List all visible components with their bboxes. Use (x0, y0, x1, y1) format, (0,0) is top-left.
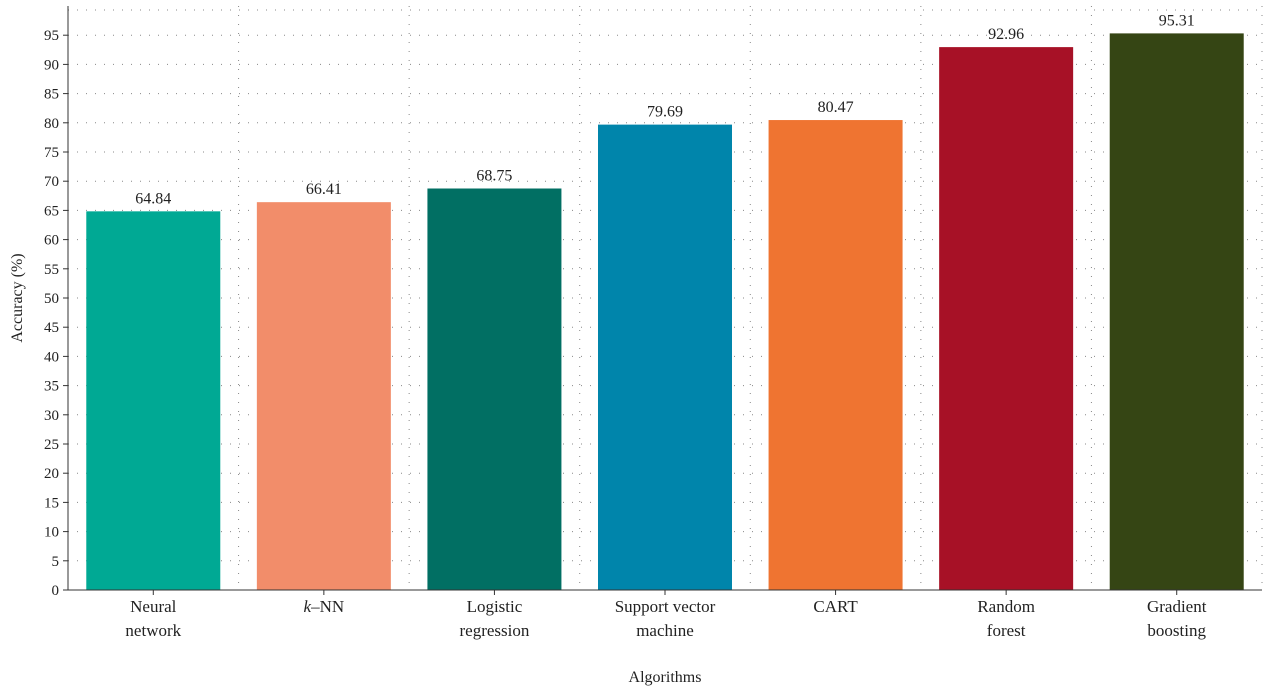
data-label: 66.41 (306, 181, 342, 198)
y-tick-label: 95 (44, 28, 59, 44)
y-tick-label: 35 (44, 379, 59, 395)
y-tick-label: 80 (44, 116, 59, 132)
y-tick-label: 50 (44, 291, 59, 307)
x-category-label: regression (459, 621, 529, 640)
y-tick-label: 10 (44, 525, 59, 541)
bar (427, 188, 562, 590)
bars (86, 33, 1244, 591)
data-label: 92.96 (988, 26, 1024, 43)
y-tick-label: 40 (44, 349, 59, 365)
x-category-label: Support vector (615, 597, 716, 616)
y-tick-label: 20 (44, 466, 59, 482)
x-category-label: Logistic (467, 597, 523, 616)
bar (86, 211, 221, 590)
y-tick-label: 65 (44, 203, 59, 219)
x-category-label: machine (636, 621, 694, 640)
x-category-label: Neural (130, 597, 177, 616)
data-label: 64.84 (135, 190, 171, 207)
y-tick-label: 60 (44, 233, 59, 249)
y-tick-label: 75 (44, 145, 59, 161)
bar (598, 124, 732, 590)
data-label: 80.47 (818, 99, 854, 116)
data-label: 68.75 (476, 168, 512, 185)
y-tick-label: 30 (44, 408, 59, 424)
y-tick-label: 15 (44, 495, 59, 511)
y-tick-label: 70 (44, 174, 59, 190)
data-label: 95.31 (1159, 12, 1195, 29)
bar (1109, 33, 1244, 591)
bar (939, 47, 1074, 591)
x-category-label: k–NN (304, 597, 345, 616)
y-tick-label: 90 (44, 57, 59, 73)
data-label: 79.69 (647, 104, 683, 121)
x-axis-categories: Neural network k–NN Logistic regression Suppo… (125, 590, 1207, 640)
y-tick-label: 5 (52, 554, 60, 570)
x-category-label: Random (977, 597, 1035, 616)
y-tick-label: 55 (44, 262, 59, 278)
y-tick-label: 25 (44, 437, 59, 453)
x-category-label: CART (813, 597, 858, 616)
x-axis-title: Algorithms (629, 669, 702, 686)
y-axis-ticks: 0 5 10 15 20 25 30 35 40 45 50 55 60 65 70 75 80 85 90 95 (44, 28, 68, 599)
y-tick-label: 45 (44, 320, 59, 336)
y-tick-label: 85 (44, 87, 59, 103)
bar (768, 120, 903, 590)
data-labels: 64.84 66.41 68.75 79.69 80.47 92.96 95.31 (135, 12, 1194, 207)
bar (256, 202, 391, 591)
x-category-label: network (125, 621, 181, 640)
x-category-label: boosting (1147, 621, 1206, 640)
x-category-label: Gradient (1147, 597, 1207, 616)
y-tick-label: 0 (52, 583, 60, 599)
y-axis-title: Accuracy (%) (9, 253, 26, 342)
x-category-label: forest (987, 621, 1026, 640)
